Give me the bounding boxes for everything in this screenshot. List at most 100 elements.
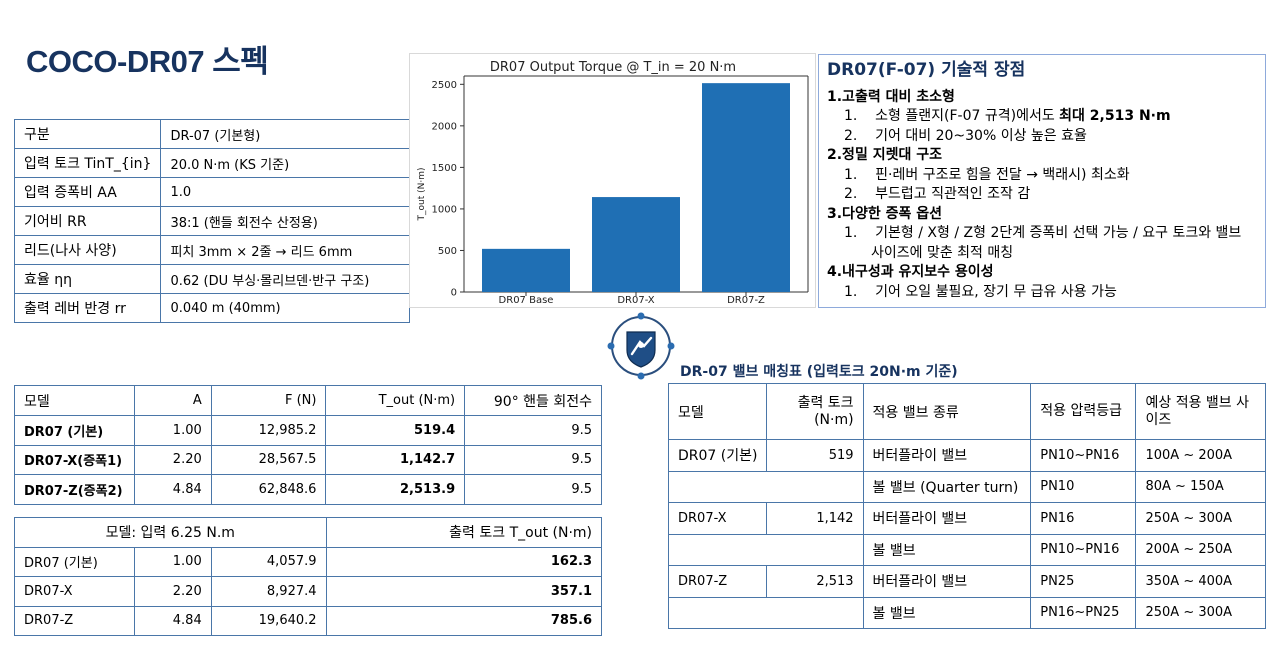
table-cell: 2,513 [766, 565, 864, 598]
chart-y-tick-label: 500 [438, 246, 457, 257]
table-cell [668, 470, 864, 503]
table-row: DR07-Z 4.84 19,640.2 785.6 [14, 605, 603, 636]
item-text: 기본형 / X형 / Z형 2단계 증폭비 선택 가능 / 요구 토크와 밸브 … [871, 225, 1242, 261]
column-header: T_out (N·m) [325, 385, 466, 416]
advantage-item: 2. 부드럽고 직관적인 조작 감 [827, 185, 1257, 205]
item-text: 소형 플랜지(F-07 규격)에서도 최대 2,513 N·m [875, 108, 1171, 124]
item-text: 기어 대비 20~30% 이상 높은 효율 [875, 127, 1087, 144]
table-cell: 519.4 [325, 415, 466, 446]
table-cell: 8,927.4 [210, 576, 327, 607]
table-cell: PN16~PN25 [1030, 596, 1137, 629]
table-row: DR07-Z 2,513 버터플라이 밸브 PN25 350A ~ 400A [667, 565, 1266, 598]
table-cell: 28,567.5 [210, 444, 327, 475]
item-number: 1. [844, 283, 858, 300]
item-number: 1. [844, 225, 858, 241]
table-row: 볼 밸브 (Quarter turn) PN10 80A ~ 150A [668, 470, 1266, 503]
table-row: 입력 토크 TinT_{in} 20.0 N·m (KS 기준) [13, 148, 410, 178]
column-header: F (N) [210, 385, 327, 416]
column-header: 90° 핸들 회전수 [464, 385, 602, 416]
chart-x-tick-label: DR07-Z [727, 295, 765, 306]
page-title: COCO-DR07 스펙 [26, 44, 269, 79]
table-row: 입력 증폭비 AA 1.0 [13, 177, 410, 207]
table-cell: 버터플라이 밸브 [862, 502, 1032, 535]
chart-x-tick-label: DR07-X [617, 295, 654, 306]
table-cell: 785.6 [325, 605, 603, 636]
table-cell: DR07 (기본) [667, 439, 768, 472]
table-cell: 버터플라이 밸브 [862, 439, 1032, 472]
table-cell: PN16 [1030, 502, 1137, 535]
table-cell: 12,985.2 [210, 415, 327, 446]
spec-label: 입력 증폭비 AA [13, 177, 162, 207]
table-cell: 250A ~ 300A [1135, 596, 1266, 629]
table-cell: 62,848.6 [210, 474, 327, 505]
spec-label: 기어비 RR [13, 206, 162, 236]
column-header: 적용 밸브 종류 [862, 383, 1032, 440]
table-row: DR07-X 1,142 버터플라이 밸브 PN16 250A ~ 300A [667, 502, 1266, 535]
table-header-row: 모델: 입력 6.25 N.m 출력 토크 T_out (N·m) [14, 517, 603, 548]
table-cell: DR07-Z(증폭2) [14, 474, 135, 505]
spec-table: 구분 DR-07 (기본형) 입력 토크 TinT_{in} 20.0 N·m (K… [13, 119, 410, 323]
table-cell: 9.5 [464, 444, 602, 475]
table-cell: PN10~PN16 [1030, 533, 1137, 566]
advantage-heading: 4.내구성과 유지보수 용이성 [827, 264, 994, 280]
item-text: 핀·레버 구조로 힘을 전달 → 백래시) 최소화 [875, 166, 1130, 183]
column-header: 모델 [667, 383, 768, 440]
table-cell: 1.00 [133, 546, 212, 577]
spec-value: 1.0 [160, 177, 410, 207]
column-header: 모델 [14, 385, 135, 416]
table-row: DR07-X 2.20 8,927.4 357.1 [14, 576, 603, 607]
item-number: 1. [844, 108, 858, 124]
table-cell: DR07-X [667, 502, 768, 535]
table-cell: 볼 밸브 [862, 533, 1032, 566]
table-cell [668, 596, 864, 629]
spec-value: DR-07 (기본형) [160, 119, 410, 149]
table-row: 볼 밸브 PN16~PN25 250A ~ 300A [668, 596, 1266, 629]
table-cell: 2,513.9 [325, 474, 466, 505]
table-cell: DR07-X(증폭1) [14, 444, 135, 475]
spec-value: 0.040 m (40mm) [160, 293, 410, 323]
column-header: A [133, 385, 212, 416]
table-cell: 1.00 [133, 415, 212, 446]
table-cell: 162.3 [325, 546, 603, 577]
torque-chart-svg: DR07 Output Torque @ T_in = 20 N·m T_out… [417, 60, 809, 306]
table-cell: PN10 [1030, 470, 1137, 503]
table-row: DR07 (기본) 1.00 4,057.9 162.3 [14, 546, 603, 577]
table-cell: 357.1 [325, 576, 603, 607]
table-cell: PN10~PN16 [1030, 439, 1137, 472]
chart-title: DR07 Output Torque @ T_in = 20 N·m [490, 60, 736, 75]
chart-bar [592, 197, 680, 292]
table-cell: PN25 [1030, 565, 1137, 598]
table-cell: 4.84 [133, 605, 212, 636]
table-cell: DR07 (기본) [14, 546, 135, 577]
advantages-title: DR07(F-07) 기술적 장점 [827, 60, 1026, 80]
company-logo-icon [607, 312, 675, 380]
advantage-item: 1. 기본형 / X형 / Z형 2단계 증폭비 선택 가능 / 요구 토크와 … [827, 224, 1257, 263]
table-cell: 볼 밸브 [862, 596, 1032, 629]
table-row: 구분 DR-07 (기본형) [13, 119, 410, 149]
table-cell: 19,640.2 [210, 605, 327, 636]
spec-value: 0.62 (DU 부싱·몰리브덴·반구 구조) [160, 264, 410, 294]
chart-y-tick-label: 1500 [432, 163, 457, 174]
spec-value: 38:1 (핸들 회전수 산정용) [160, 206, 410, 236]
item-number: 2. [844, 186, 858, 202]
table-cell: 2.20 [133, 576, 212, 607]
table-row: 기어비 RR 38:1 (핸들 회전수 산정용) [13, 206, 410, 236]
spec-value: 20.0 N·m (KS 기준) [160, 148, 410, 178]
item-number: 2. [844, 127, 858, 144]
table-cell: DR07 (기본) [14, 415, 135, 446]
table-cell: 1,142.7 [325, 444, 466, 475]
table-row: DR07 (기본) 519 버터플라이 밸브 PN10~PN16 100A ~ … [667, 439, 1266, 472]
advantage-item: 1. 기어 오일 불필요, 장기 무 급유 사용 가능 [827, 283, 1257, 303]
chart-bar [702, 83, 790, 292]
spec-label: 입력 토크 TinT_{in} [13, 148, 162, 178]
table-cell: 200A ~ 250A [1135, 533, 1266, 566]
table-row: 출력 레버 반경 rr 0.040 m (40mm) [13, 293, 410, 323]
advantage-heading: 2.정밀 지렛대 구조 [827, 147, 942, 163]
column-header: 적용 압력등급 [1030, 383, 1137, 440]
table-cell: 80A ~ 150A [1135, 470, 1266, 503]
chart-y-tick-label: 2000 [432, 121, 457, 132]
valve-matching-table: 모델 출력 토크 (N·m) 적용 밸브 종류 적용 압력등급 예상 적용 밸브… [667, 383, 1266, 629]
table-cell: 1,142 [766, 502, 864, 535]
advantage-item: 1. 소형 플랜지(F-07 규격)에서도 최대 2,513 N·m [827, 107, 1257, 127]
torque-chart: DR07 Output Torque @ T_in = 20 N·m T_out… [409, 53, 816, 308]
